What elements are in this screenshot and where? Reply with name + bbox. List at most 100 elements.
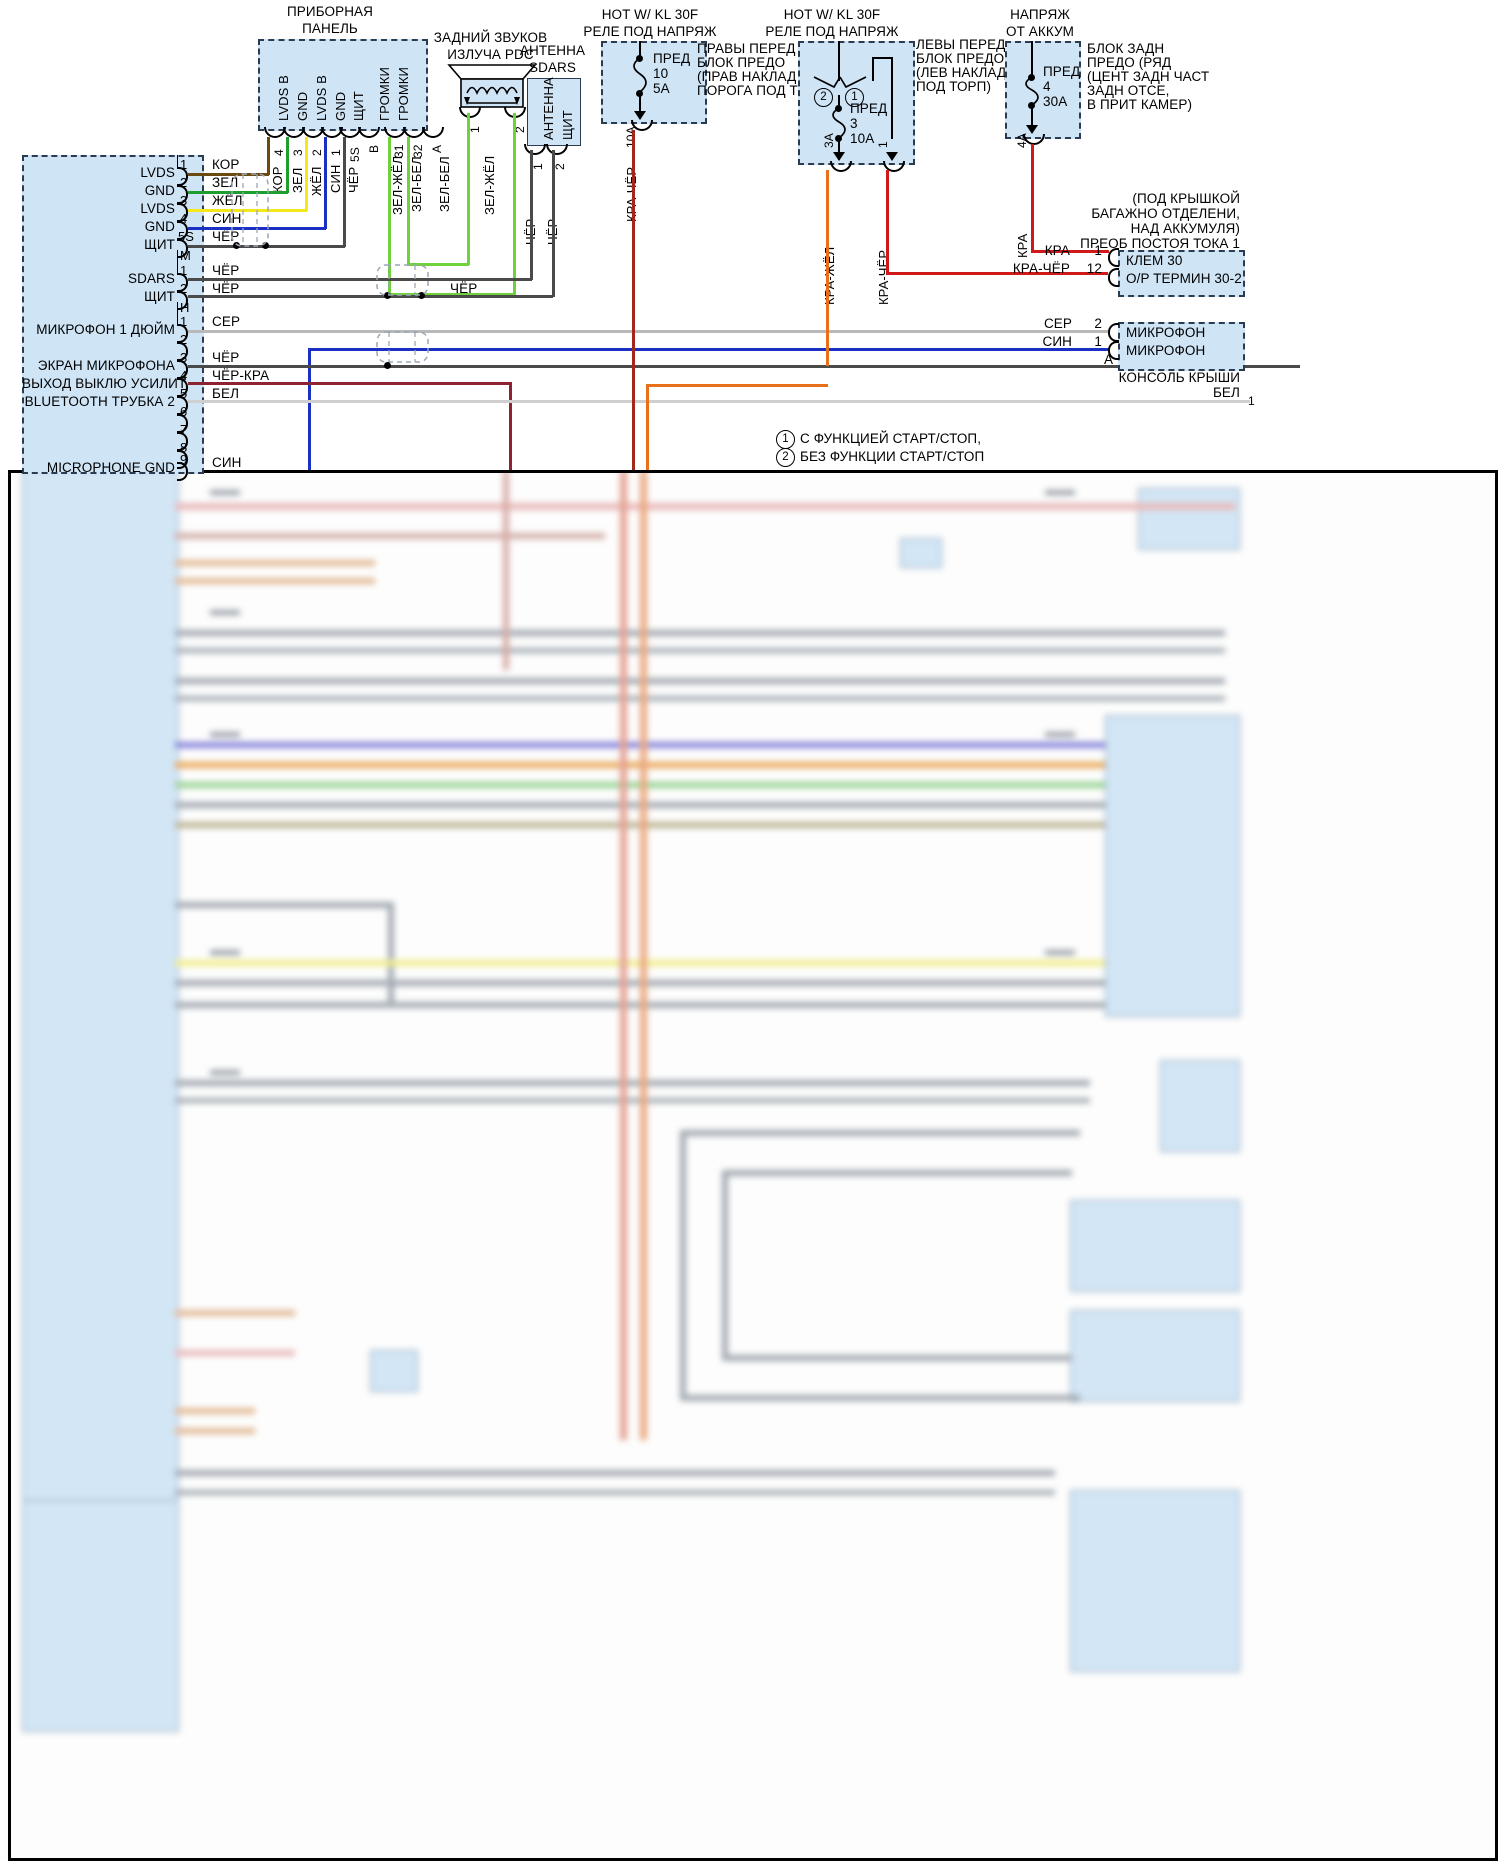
ip-pin-num-b: B — [367, 144, 381, 153]
sdars-mid-wire-label: ЧЁР — [450, 281, 478, 296]
sdars-antenna-module — [527, 78, 581, 146]
instrument-panel-pin-label-gnd-1: GND — [295, 91, 310, 121]
hu-pin-m1: 1 — [180, 314, 188, 329]
hu-label-shield-h: ЩИТ — [144, 289, 175, 304]
ip-pin-num-4: 4 — [272, 149, 286, 156]
hu-pin-2: 2 — [180, 175, 188, 190]
sdars-pin-num-2: 2 — [553, 163, 567, 170]
hu-wire-zhel: ЖЁЛ — [212, 193, 243, 208]
wire-zel-h — [188, 191, 288, 194]
hu-pin-m7: 7 — [180, 422, 188, 437]
wire-kra-zhel-h — [646, 384, 828, 387]
ip-wire-label-sin: СИН — [328, 164, 343, 193]
hu-label-mic1: МИКРОФОН 1 ДЮЙМ — [36, 322, 175, 337]
dc-brk-1 — [1108, 248, 1119, 267]
hu-tick-g3-top — [177, 314, 178, 326]
wire-sdars-1-h — [188, 278, 532, 281]
ip-pin-num-3: 3 — [291, 149, 305, 156]
wire-sdars-2-v — [552, 150, 555, 297]
wire-sdars-2-h — [188, 295, 553, 298]
hu-wire-sin: СИН — [212, 211, 242, 226]
sdars-title-2: SDARS — [528, 60, 576, 75]
instrument-panel-pin-label-speaker-2: ГРОМКИ — [396, 67, 411, 121]
instrument-panel-pin-label-lvdsb-1: LVDS B — [276, 75, 291, 121]
fb3-feed-wire — [1031, 41, 1033, 79]
mic-row-1-wire: СЕР — [1043, 316, 1072, 331]
hu-label-shield-m: ЩИТ — [144, 237, 175, 252]
pdc-title-2: ИЗЛУЧА PDC — [447, 47, 534, 62]
hu-wire-h2: ЧЁР — [212, 281, 240, 296]
hu-pin-m8: 8 — [180, 440, 188, 455]
fb2-name-1: ЛЕВЫ ПЕРЕД — [916, 37, 1006, 52]
wire-kra-cher-fb1 — [632, 130, 635, 470]
hu-wire-kor: КОР — [212, 157, 240, 172]
wire-mic-sin-h — [310, 348, 1110, 351]
fb1-arrow-icon — [634, 111, 646, 120]
wire-micshield-cher — [188, 365, 1300, 368]
wire-kra-zhel-down — [646, 384, 649, 470]
dc-row-1-wire: КРА — [1044, 243, 1070, 258]
hu-pin-m4: 4 — [180, 368, 188, 383]
hu-pin-1: 1 — [180, 157, 188, 172]
fb3-name-5: В ПРИТ КАМЕР) — [1087, 97, 1193, 112]
wire-kra-cher-fb2-v — [886, 170, 889, 274]
fb2-fuse-symbol — [832, 108, 846, 138]
sdars-title-1: АНТЕННА — [519, 43, 586, 58]
fb3-name-3: (ЦЕНТ ЗАДН ЧАСТ — [1087, 69, 1210, 84]
wire-zelbel-pdc-v — [467, 113, 470, 265]
fb2-switch-icon — [813, 76, 867, 89]
dc-note-1: (ПОД КРЫШКОЙ — [1132, 191, 1240, 206]
mic-brk-1 — [1108, 341, 1119, 360]
fb2-branch-v2 — [891, 57, 893, 139]
instrument-panel-pin-label-shield: ЩИТ — [351, 91, 366, 121]
fb1-hot-label-1: HOT W/ KL 30F — [601, 7, 699, 22]
fb1-fuse-out — [639, 92, 641, 119]
hu-label-sdars: SDARS — [127, 271, 175, 286]
fb3-name-2: ПРЕДО (РЯД — [1087, 55, 1172, 70]
hu-brk-h2 — [177, 291, 188, 310]
fb2-hot-label-2: РЕЛЕ ПОД НАПРЯЖ — [765, 24, 899, 39]
fb2-arrow-icon-a — [833, 152, 845, 161]
fb1-hot-label-2: РЕЛЕ ПОД НАПРЯЖ — [583, 24, 717, 39]
mic-group-letter: A — [1104, 352, 1114, 367]
page-border — [8, 470, 1498, 1861]
fb1-name-3: (ПРАВ НАКЛАД — [697, 69, 797, 84]
dc-row-1-pin: 1 — [1094, 243, 1102, 258]
wire-kra-cher-fb2-h — [886, 272, 1108, 275]
hu-pin-m2: 2 — [180, 332, 188, 347]
fb1-name-4: ПОРОГА ПОД ТОРП) — [697, 83, 832, 98]
hu-pin-3: 3 — [180, 193, 188, 208]
dc-row-2-pin: 12 — [1086, 261, 1102, 276]
hu-group-letter-m: M — [180, 248, 191, 263]
hu-label-bt2: BLUETOOTH ТРУБКА 2 — [24, 394, 175, 409]
hu-label-micshield: ЭКРАН МИКРОФОНА — [37, 358, 175, 373]
wire-zhel-h — [188, 209, 307, 212]
ip-pin-num-2: 2 — [310, 149, 324, 156]
sdars-splice-dot-1 — [384, 292, 391, 299]
fb1-fuse-rating: 5A — [653, 81, 670, 96]
fb1-fuse-label: ПРЕД — [653, 51, 691, 66]
fb1-feed-wire — [639, 41, 641, 59]
wire-mic-ser — [188, 330, 1110, 333]
fb2-fuse-rating: 10A — [850, 131, 875, 146]
mic-shield-dot — [384, 362, 391, 369]
hu-wire-h1: ЧЁР — [212, 263, 240, 278]
fb2-fuse-feed — [838, 95, 840, 109]
ip-wire-label-zhel: ЖЁЛ — [309, 166, 324, 196]
ip-wire-label-zel-zhel: ЗЕЛ-ЖЁЛ — [390, 155, 405, 215]
fb3-fuse-rating: 30A — [1043, 94, 1068, 109]
pdc-pin-num-1: 1 — [468, 126, 482, 133]
dc-note-3: НАД АККУМУЛЯ) — [1130, 221, 1240, 236]
pdc-wire-label-zel-zhel: ЗЕЛ-ЖЁЛ — [482, 155, 497, 215]
roof-console-footer-1: КОНСОЛЬ КРЫШИ — [1118, 370, 1240, 385]
fb3-name-1: БЛОК ЗАДН — [1087, 41, 1165, 56]
hu-pin-h1: 1 — [180, 263, 188, 278]
hu-wire-cher-m3: ЧЁР — [212, 350, 240, 365]
hu-tick-m-top — [177, 155, 178, 169]
hu-pin-m6: 6 — [180, 404, 188, 419]
mic-row-2-pin: 1 — [1094, 334, 1102, 349]
fb2-name-2: БЛОК ПРЕДО — [916, 51, 1005, 66]
wire-mic-sin-v — [308, 348, 311, 470]
hu-pin-h2: 2 — [180, 281, 188, 296]
